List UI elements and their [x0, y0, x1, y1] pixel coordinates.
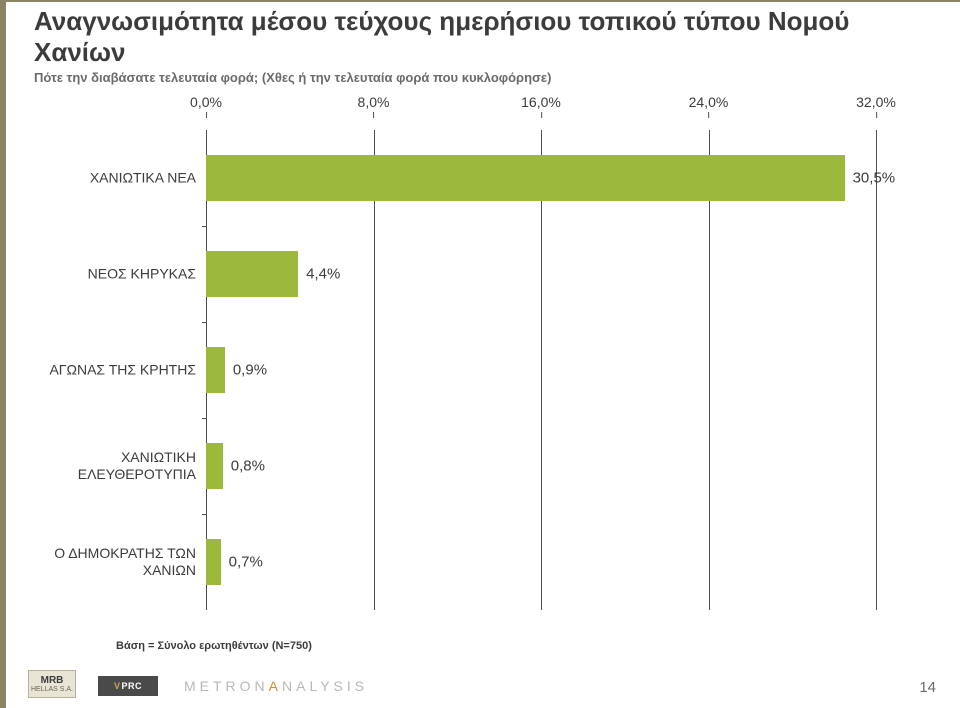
- x-tick-label: 16,0%: [521, 94, 561, 110]
- category-label: ΧΑΝΙΩΤΙΚΑ ΝΕΑ: [16, 170, 206, 187]
- y-tick-mark: [202, 418, 206, 419]
- chart-gridline: [541, 130, 542, 610]
- metron-accent: A: [269, 678, 282, 694]
- metron-left: METRON: [184, 678, 269, 694]
- x-tick-label: 32,0%: [856, 94, 896, 110]
- mrb-logo-bottom: HELLAS S.A.: [31, 686, 73, 693]
- chart-bar: 0,7%: [206, 539, 221, 585]
- category-label: ΧΑΝΙΩΤΙΚΗ ΕΛΕΥΘΕΡΟΤΥΠΙΑ: [16, 449, 206, 483]
- chart-bar: 30,5%: [206, 155, 845, 201]
- chart-bar: 4,4%: [206, 251, 298, 297]
- metronanalysis-logo: METRONANALYSIS: [184, 678, 368, 694]
- title-block: Αναγνωσιμότητα μέσου τεύχους ημερήσιου τ…: [34, 6, 940, 85]
- y-tick-mark: [202, 514, 206, 515]
- bar-value-label: 4,4%: [298, 266, 340, 283]
- x-tick-label: 0,0%: [190, 94, 222, 110]
- category-label: Ο ΔΗΜΟΚΡΑΤΗΣ ΤΩΝ ΧΑΝΙΩΝ: [16, 545, 206, 579]
- x-tick-mark: [876, 112, 877, 118]
- bar-value-label: 0,9%: [225, 362, 267, 379]
- bar-value-label: 0,8%: [223, 458, 265, 475]
- bar-chart: ΧΑΝΙΩΤΙΚΑ ΝΕΑ30,5%ΝΕΟΣ ΚΗΡΥΚΑΣ4,4%ΑΓΩΝΑΣ…: [206, 110, 876, 610]
- chart-bar: 0,8%: [206, 443, 223, 489]
- chart-gridline: [374, 130, 375, 610]
- bar-value-label: 30,5%: [845, 170, 896, 187]
- page-subtitle: Πότε την διαβάσατε τελευταία φορά; (Χθες…: [34, 70, 940, 85]
- bar-value-label: 0,7%: [221, 554, 263, 571]
- footer: MRB HELLAS S.A. VPRC METRONANALYSIS 14: [6, 662, 960, 708]
- mrb-logo: MRB HELLAS S.A.: [28, 670, 76, 698]
- y-tick-mark: [202, 226, 206, 227]
- vprc-logo-rest: PRC: [122, 681, 143, 691]
- page-title: Αναγνωσιμότητα μέσου τεύχους ημερήσιου τ…: [34, 6, 940, 68]
- page-number: 14: [919, 679, 936, 696]
- vprc-logo-v: V: [114, 681, 121, 691]
- x-tick-label: 8,0%: [358, 94, 390, 110]
- chart-plot-area: ΧΑΝΙΩΤΙΚΑ ΝΕΑ30,5%ΝΕΟΣ ΚΗΡΥΚΑΣ4,4%ΑΓΩΝΑΣ…: [206, 130, 876, 610]
- chart-bar: 0,9%: [206, 347, 225, 393]
- category-label: ΝΕΟΣ ΚΗΡΥΚΑΣ: [16, 266, 206, 283]
- chart-gridline: [709, 130, 710, 610]
- x-tick-label: 24,0%: [689, 94, 729, 110]
- page-root: Αναγνωσιμότητα μέσου τεύχους ημερήσιου τ…: [0, 0, 960, 708]
- category-label: ΑΓΩΝΑΣ ΤΗΣ ΚΡΗΤΗΣ: [16, 362, 206, 379]
- vprc-logo: VPRC: [98, 676, 158, 696]
- sample-base-note: Βάση = Σύνολο ερωτηθέντων (N=750): [116, 640, 312, 652]
- header-rule: [6, 0, 960, 2]
- y-tick-mark: [202, 322, 206, 323]
- title-line-1: Αναγνωσιμότητα μέσου τεύχους ημερήσιου τ…: [34, 6, 849, 36]
- title-line-2: Χανίων: [34, 37, 125, 67]
- mrb-logo-top: MRB: [41, 676, 64, 686]
- metron-right: NALYSIS: [282, 678, 368, 694]
- chart-gridline: [876, 130, 877, 610]
